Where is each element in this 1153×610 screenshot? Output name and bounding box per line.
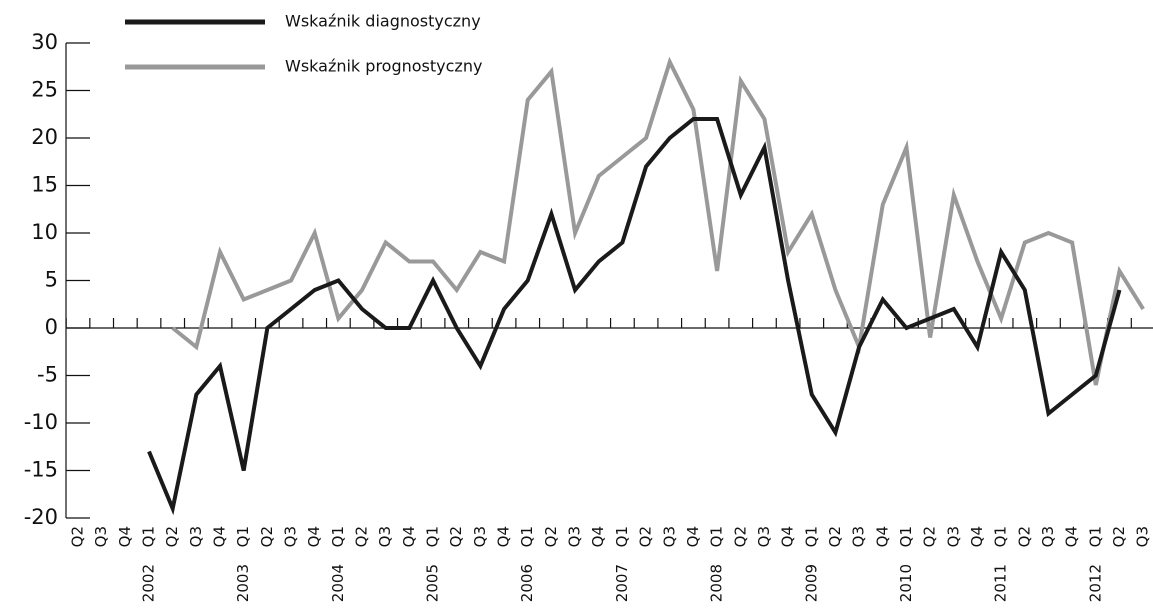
year-label: 2002 [140, 564, 158, 602]
x-tick-label: Q3 [376, 526, 394, 547]
x-tick-label: Q2 [258, 526, 276, 547]
x-tick-label: Q4 [116, 526, 134, 547]
x-tick-label: Q3 [850, 526, 868, 547]
x-tick-label: Q1 [992, 526, 1010, 547]
year-label: 2010 [897, 564, 915, 602]
year-label: 2005 [424, 564, 442, 602]
x-tick-label: Q3 [282, 526, 300, 547]
year-label: 2004 [329, 564, 347, 602]
year-label: 2011 [992, 564, 1010, 602]
x-tick-label: Q4 [589, 526, 607, 547]
legend-label: Wskaźnik prognostyczny [285, 57, 482, 76]
x-tick-label: Q2 [637, 526, 655, 547]
series-line [171, 56, 1145, 386]
x-tick-label: Q2 [163, 526, 181, 547]
x-tick-label: Q1 [708, 526, 726, 547]
x-tick-label: Q2 [447, 526, 465, 547]
y-tick-label: 5 [45, 268, 58, 292]
x-tick-label: Q2 [1110, 526, 1128, 547]
y-tick-label: 25 [31, 78, 58, 102]
x-tick-label: Q3 [92, 526, 110, 547]
year-label: 2008 [708, 564, 726, 602]
x-tick-label: Q1 [897, 526, 915, 547]
x-tick-label: Q1 [1086, 526, 1104, 547]
x-tick-label: Q3 [1039, 526, 1057, 547]
y-tick-label: -5 [37, 363, 58, 387]
legend-label: Wskaźnik diagnostyczny [285, 12, 481, 31]
x-tick-label: Q1 [613, 526, 631, 547]
x-tick-label: Q4 [873, 526, 891, 547]
x-tick-label: Q4 [495, 526, 513, 547]
x-tick-label: Q2 [1015, 526, 1033, 547]
series-line [147, 117, 1122, 516]
y-tick-label: 10 [31, 220, 58, 244]
x-tick-label: Q4 [211, 526, 229, 547]
x-tick-label: Q3 [566, 526, 584, 547]
x-tick-label: Q1 [424, 526, 442, 547]
x-tick-label: Q2 [353, 526, 371, 547]
x-tick-label: Q1 [518, 526, 536, 547]
x-tick-label: Q4 [305, 526, 323, 547]
x-tick-label: Q3 [1134, 526, 1152, 547]
year-label: 2009 [802, 564, 820, 602]
x-tick-label: Q2 [69, 526, 87, 547]
y-tick-label: 0 [45, 315, 58, 339]
x-tick-label: Q1 [802, 526, 820, 547]
x-tick-label: Q1 [140, 526, 158, 547]
x-tick-label: Q1 [234, 526, 252, 547]
x-tick-label: Q4 [779, 526, 797, 547]
x-tick-label: Q4 [968, 526, 986, 547]
year-label: 2003 [234, 564, 252, 602]
y-tick-label: 15 [31, 173, 58, 197]
x-tick-label: Q1 [329, 526, 347, 547]
y-tick-label: 20 [31, 125, 58, 149]
x-tick-label: Q3 [755, 526, 773, 547]
y-tick-label: -10 [24, 410, 58, 434]
year-label: 2012 [1086, 564, 1104, 602]
year-label: 2007 [613, 564, 631, 602]
x-tick-label: Q3 [660, 526, 678, 547]
x-tick-label: Q2 [921, 526, 939, 547]
x-tick-label: Q3 [471, 526, 489, 547]
x-tick-label: Q4 [400, 526, 418, 547]
x-tick-label: Q3 [944, 526, 962, 547]
y-tick-label: -15 [24, 458, 58, 482]
x-tick-label: Q4 [684, 526, 702, 547]
x-tick-label: Q2 [826, 526, 844, 547]
x-tick-label: Q4 [1063, 526, 1081, 547]
y-tick-label: -20 [24, 505, 58, 529]
y-tick-label: 30 [31, 30, 58, 54]
x-tick-label: Q3 [187, 526, 205, 547]
x-tick-label: Q2 [542, 526, 560, 547]
x-tick-label: Q2 [731, 526, 749, 547]
year-label: 2006 [518, 564, 536, 602]
